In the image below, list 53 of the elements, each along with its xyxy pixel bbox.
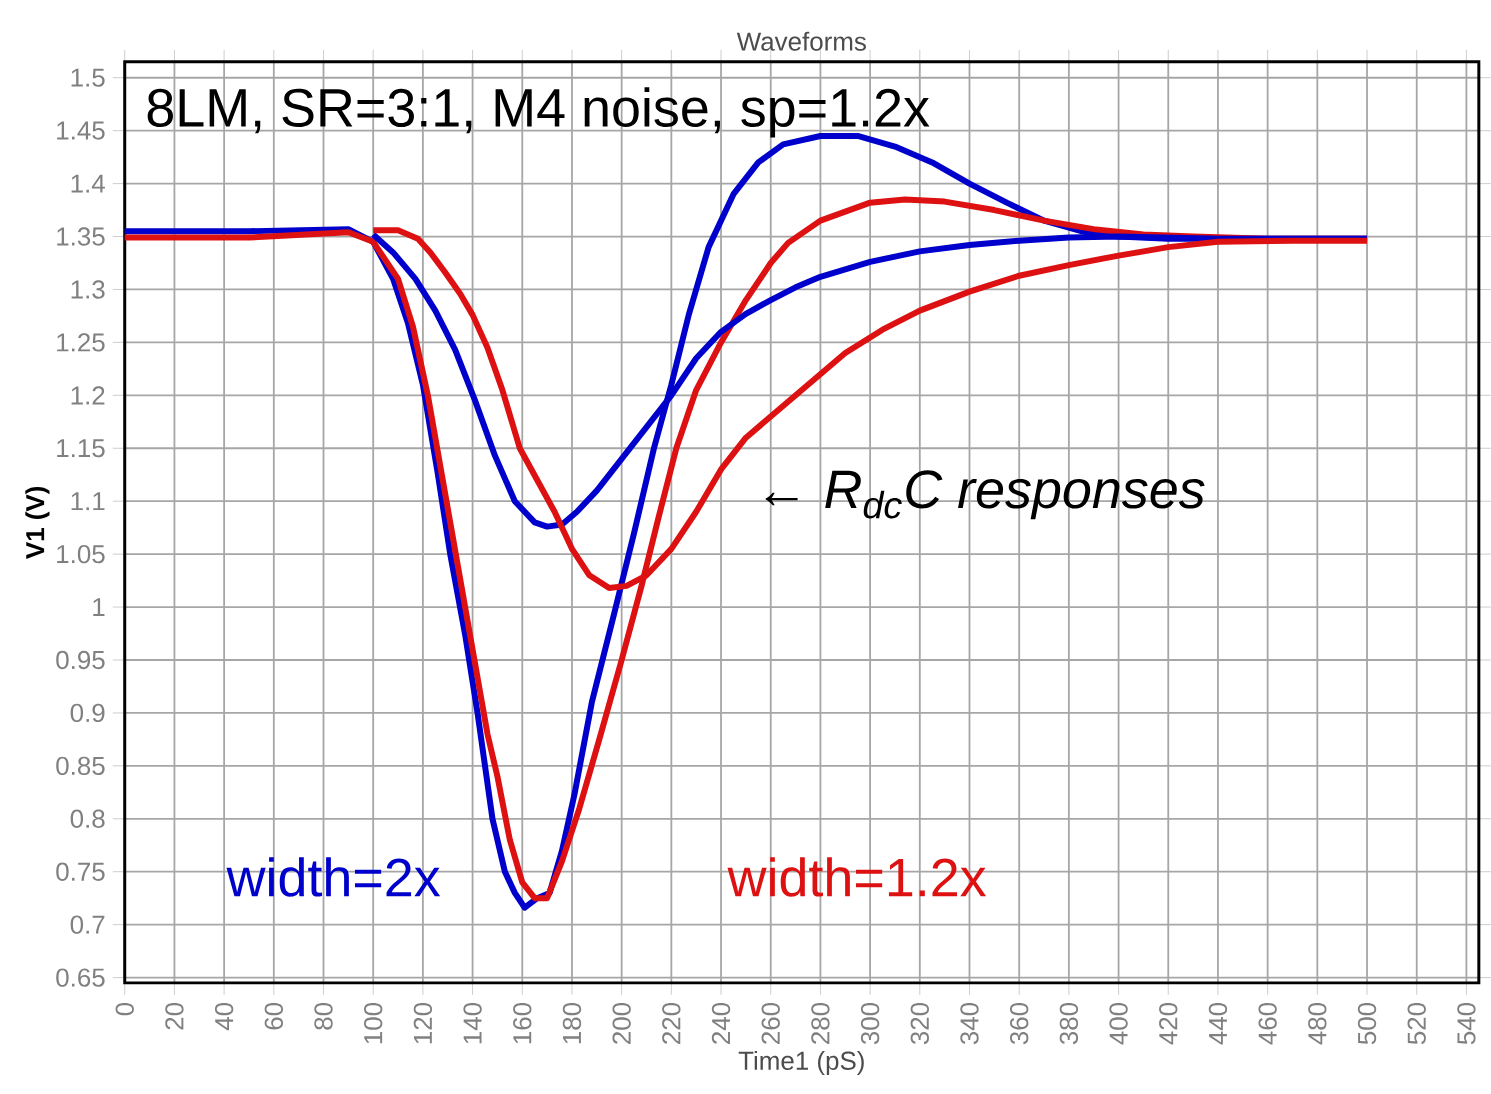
- y-tick-label: 1.15: [57, 439, 105, 458]
- x-tick-label: 100: [364, 1003, 383, 1044]
- annotation: 8LM, SR=3:1, M4 noise, sp=1.2x: [147, 87, 930, 138]
- y-tick-label: 1.05: [57, 545, 105, 564]
- x-tick-label: 240: [711, 1003, 731, 1045]
- y-tick-label: 1: [93, 598, 105, 617]
- x-tick-label: 300: [860, 1003, 880, 1045]
- x-tick-label: 520: [1407, 1003, 1426, 1045]
- y-tick-label: 0.95: [56, 650, 105, 670]
- x-tick-label: 0: [115, 1003, 134, 1016]
- y-tick-label: 1.1: [71, 492, 105, 511]
- x-tick-label: 40: [214, 1003, 234, 1031]
- x-tick-label: 280: [811, 1003, 830, 1045]
- text: ← R$_{dc}$C responses: [765, 470, 1205, 520]
- y-tick-label: 1.2: [71, 386, 105, 405]
- x-tick-label: 540: [1457, 1003, 1476, 1045]
- y-tick-label: 0.8: [70, 809, 105, 829]
- x-tick-label: 220: [662, 1003, 681, 1045]
- y-tick-label: 1.25: [57, 333, 105, 352]
- series-label: width=2x: [226, 857, 441, 897]
- x-tick-label: 380: [1059, 1003, 1079, 1045]
- x-tick-label: 20: [165, 1003, 184, 1030]
- x-tick-label: 120: [413, 1003, 433, 1044]
- x-tick-label: 140: [463, 1003, 482, 1044]
- y-tick-label: 0.85: [56, 756, 105, 776]
- y-tick-label: 0.9: [70, 703, 105, 723]
- x-tick-label: 60: [264, 1003, 283, 1030]
- x-tick-label: 460: [1258, 1003, 1277, 1045]
- text: width=1.2x: [727, 857, 987, 897]
- x-axis-title: Time1 (pS): [738, 1051, 864, 1076]
- chart-title: Waveforms: [736, 31, 866, 51]
- x-tick-label: 340: [960, 1003, 979, 1045]
- x-tick-label: 80: [314, 1003, 333, 1030]
- x-tick-label: 440: [1208, 1003, 1228, 1045]
- x-tick-label: 200: [612, 1003, 631, 1045]
- x-tick-label: 360: [1009, 1003, 1029, 1045]
- y-tick-label: 1.45: [57, 121, 105, 140]
- x-tick-label: 500: [1357, 1003, 1377, 1045]
- x-tick-label: 180: [562, 1003, 582, 1044]
- x-tick-label: 260: [761, 1003, 780, 1045]
- x-tick-label: 480: [1308, 1003, 1327, 1045]
- y-tick-label: 1.4: [71, 174, 105, 193]
- y-tick-label: 1.3: [71, 280, 105, 299]
- y-tick-label: 0.7: [70, 915, 105, 935]
- x-tick-label: 400: [1109, 1003, 1128, 1045]
- y-tick-label: 0.75: [56, 862, 105, 882]
- y-tick-label: 1.5: [71, 68, 105, 87]
- x-tick-label: 160: [513, 1003, 532, 1044]
- y-tick-label: 1.35: [57, 227, 105, 246]
- x-tick-label: 320: [910, 1003, 929, 1045]
- y-tick-label: 0.65: [56, 968, 105, 987]
- y-axis-title: V1 (V): [25, 487, 50, 560]
- x-tick-label: 420: [1159, 1003, 1178, 1045]
